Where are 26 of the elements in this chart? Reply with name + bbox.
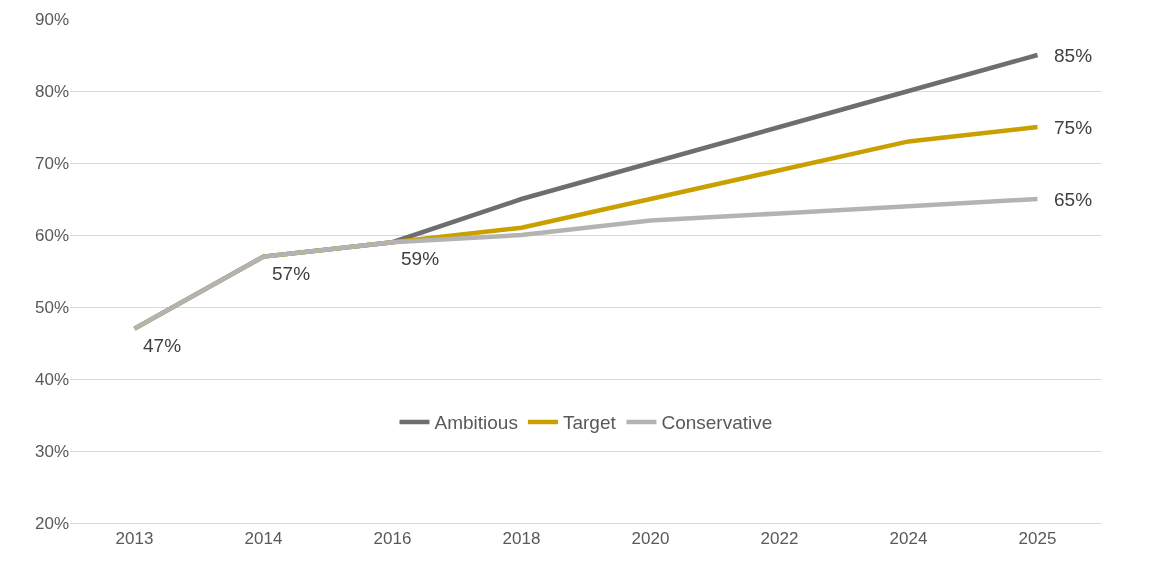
x-tick-label: 2013 <box>115 529 154 549</box>
x-tick-label: 2022 <box>760 529 799 549</box>
annotation: 57% <box>272 263 311 284</box>
x-tick-label: 2024 <box>889 529 928 549</box>
legend-label: Target <box>562 412 617 434</box>
y-tick-label: 90% <box>34 9 69 29</box>
annotation: 75% <box>1054 117 1093 138</box>
y-tick-label: 40% <box>34 369 69 389</box>
legend-label: Conservative <box>661 412 773 434</box>
y-tick-label: 20% <box>34 513 69 533</box>
annotation: 85% <box>1054 45 1093 66</box>
x-tick-label: 2016 <box>373 529 412 549</box>
y-tick-label: 50% <box>34 297 69 317</box>
x-tick-label: 2014 <box>244 529 283 549</box>
y-tick-label: 30% <box>34 441 69 461</box>
line-series <box>132 196 1040 331</box>
annotation: 65% <box>1054 189 1093 210</box>
x-tick-label: 2025 <box>1018 529 1057 549</box>
legend-label: Ambitious <box>434 412 518 434</box>
x-tick-label: 2018 <box>502 529 541 549</box>
annotation: 59% <box>401 248 440 269</box>
x-tick-label: 2020 <box>631 529 670 549</box>
y-tick-label: 80% <box>34 81 69 101</box>
y-tick-label: 70% <box>34 153 69 173</box>
y-tick-label: 60% <box>34 225 69 245</box>
annotation: 47% <box>143 335 182 356</box>
